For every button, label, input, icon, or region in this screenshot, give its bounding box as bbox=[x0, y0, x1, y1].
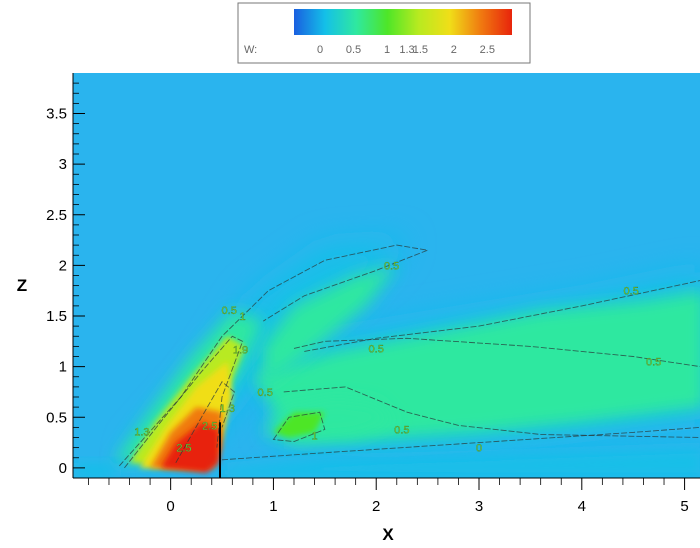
x-tick-label: 2 bbox=[372, 498, 380, 515]
x-tick-label: 1 bbox=[269, 498, 277, 515]
jet-wall bbox=[219, 422, 221, 478]
x-tick-label: 4 bbox=[578, 498, 586, 515]
contour-label: 1 bbox=[240, 311, 246, 323]
contour-line bbox=[118, 244, 430, 467]
legend-tick-label: 1.5 bbox=[413, 44, 428, 56]
contour-label: 0.5 bbox=[369, 343, 384, 355]
contour-line bbox=[124, 335, 244, 469]
contour-line bbox=[175, 381, 235, 464]
x-axis-label: X bbox=[382, 525, 394, 544]
contour-label: 0.5 bbox=[258, 387, 273, 399]
velocity-field bbox=[73, 240, 700, 478]
legend-variable-label: W: bbox=[244, 44, 257, 56]
colorbar-legend: W: 0 0.5 1 1.31.5 2 2.5 bbox=[237, 2, 531, 64]
contour-label: 2.5 bbox=[202, 420, 217, 432]
legend-tick-label: 2 bbox=[451, 44, 457, 56]
contour-label: 0.5 bbox=[384, 260, 399, 272]
contour-label: 1 bbox=[311, 431, 317, 443]
contour-label: 1.3 bbox=[134, 426, 149, 438]
legend-tick-labels: 0 0.5 1 1.31.5 2 2.5 bbox=[317, 44, 495, 56]
contour-line bbox=[221, 426, 700, 461]
field-region bbox=[160, 422, 219, 473]
contour-line bbox=[272, 411, 326, 443]
contour-label: 1.3 bbox=[220, 403, 235, 415]
contour-line bbox=[304, 280, 700, 352]
legend-colorbar bbox=[294, 9, 512, 35]
field-region bbox=[222, 447, 700, 478]
y-tick-label: 3.5 bbox=[46, 106, 67, 123]
y-tick-label: 2.5 bbox=[46, 207, 67, 224]
plot-area: 0.511.90.51.32.51.32.50.50.50.50.50.510 bbox=[73, 73, 700, 478]
x-tick-label: 0 bbox=[166, 498, 174, 515]
y-axis-ticks: 0 0.5 1 1.5 2 2.5 3 3.5 bbox=[46, 82, 85, 477]
field-region bbox=[273, 412, 325, 438]
y-axis-label: Z bbox=[17, 276, 27, 295]
legend-tick-label: 0.5 bbox=[346, 44, 361, 56]
legend-tick-label: 0 bbox=[317, 44, 323, 56]
contour-label: 0.5 bbox=[623, 286, 638, 298]
x-tick-label: 5 bbox=[680, 498, 688, 515]
legend-tick-label: 1.3 bbox=[399, 44, 414, 56]
y-tick-label: 0.5 bbox=[46, 409, 67, 426]
field-region bbox=[73, 462, 120, 478]
x-axis-ticks: 0 1 2 3 4 5 bbox=[88, 478, 689, 515]
legend-tick-label: 2.5 bbox=[480, 44, 495, 56]
y-tick-label: 3 bbox=[59, 156, 67, 173]
y-tick-label: 0 bbox=[59, 460, 67, 477]
legend-tick-label: 1 bbox=[384, 44, 390, 56]
contour-line bbox=[293, 337, 700, 368]
field-region bbox=[263, 265, 397, 387]
y-tick-label: 1.5 bbox=[46, 308, 67, 325]
contour-label: 1.9 bbox=[233, 344, 248, 356]
y-tick-label: 1 bbox=[59, 359, 67, 376]
y-tick-label: 2 bbox=[59, 257, 67, 274]
contour-label: 0.5 bbox=[222, 305, 237, 317]
contour-label: 2.5 bbox=[176, 443, 191, 455]
contour-label: 0.5 bbox=[646, 357, 661, 369]
contour-label: 0 bbox=[476, 443, 482, 455]
x-tick-label: 3 bbox=[475, 498, 483, 515]
contour-lines bbox=[118, 244, 700, 478]
contour-line bbox=[283, 386, 700, 438]
contour-label: 0.5 bbox=[394, 424, 409, 436]
contour-labels: 0.511.90.51.32.51.32.50.50.50.50.50.510 bbox=[134, 260, 661, 455]
